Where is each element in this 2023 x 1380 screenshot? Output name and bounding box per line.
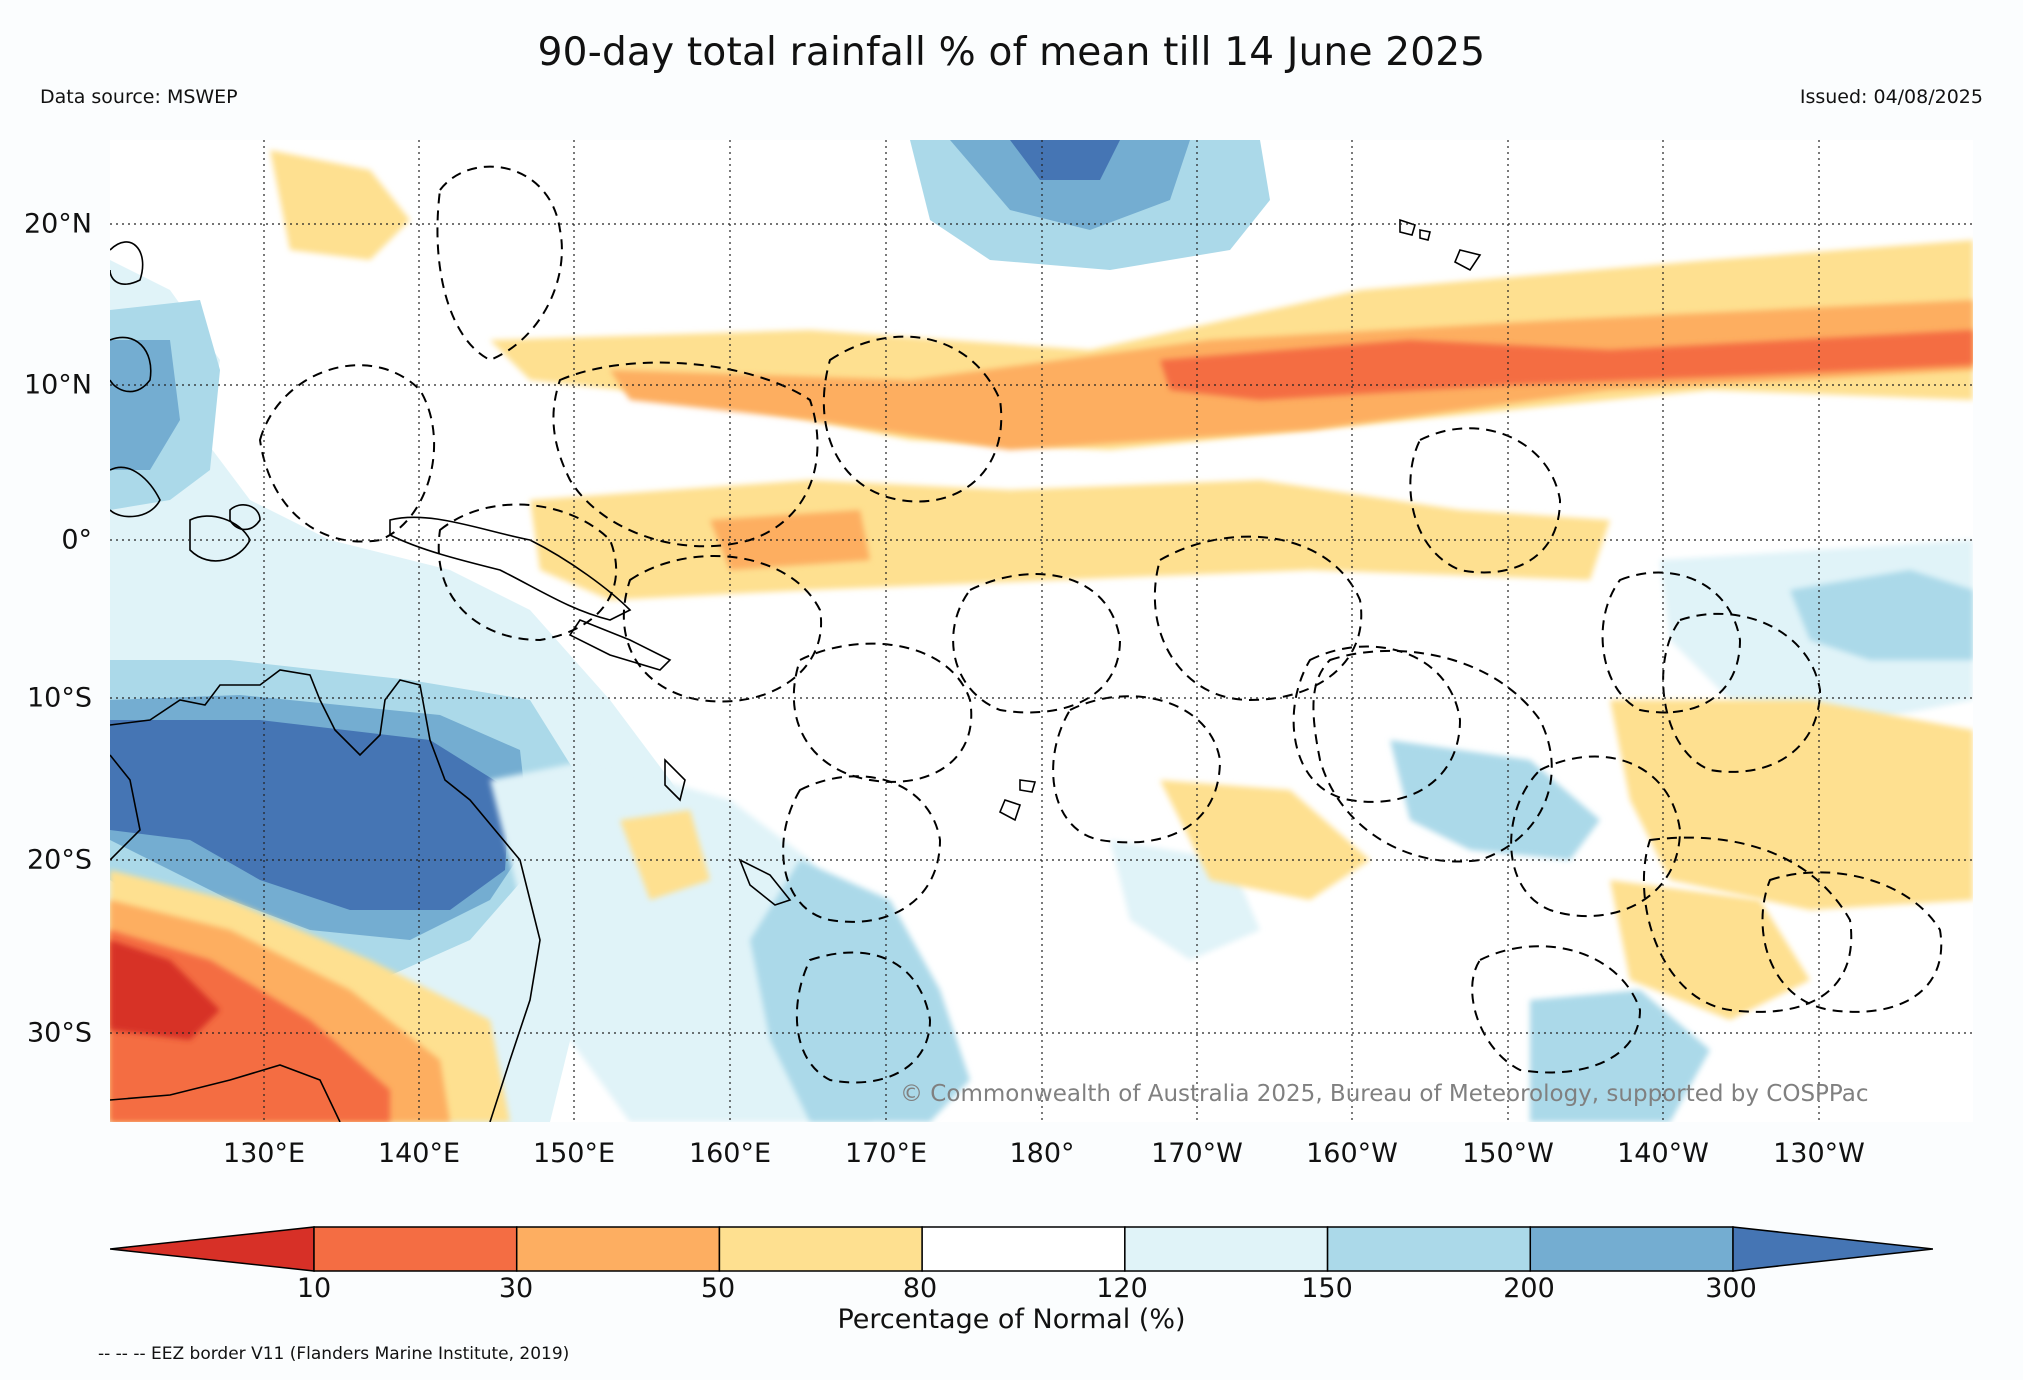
- lat-label-20n: 20°N: [23, 208, 92, 240]
- colorbar-tick: 50: [700, 1273, 736, 1304]
- dry-anomaly-regions: [110, 150, 1973, 1122]
- lat-label-30s: 30°S: [27, 1017, 92, 1049]
- colorbar-segment: [1326, 1226, 1532, 1272]
- lon-label-140e: 140°E: [377, 1138, 461, 1169]
- lat-label-20s: 20°S: [27, 844, 92, 876]
- graticule: [110, 140, 1973, 1122]
- lon-label-170e: 170°E: [844, 1138, 928, 1169]
- colorbar-tick: 150: [1301, 1273, 1353, 1304]
- lon-label-150w: 150°W: [1462, 1138, 1554, 1169]
- colorbar-segment: [515, 1226, 721, 1272]
- colorbar-tick: 30: [498, 1273, 534, 1304]
- colorbar-segments: [313, 1226, 1734, 1272]
- map-title: 90-day total rainfall % of mean till 14 …: [537, 30, 1486, 75]
- colorbar-segment: [1124, 1226, 1329, 1272]
- lon-label-160e: 160°E: [688, 1138, 772, 1169]
- rainfall-map: [110, 140, 1973, 1122]
- colorbar-segment: [1529, 1226, 1734, 1272]
- colorbar-segment: [921, 1226, 1126, 1272]
- colorbar-tick: 300: [1705, 1273, 1757, 1304]
- coastlines: [110, 218, 1482, 1122]
- rainfall-map-canvas: [110, 140, 1973, 1122]
- colorbar-tick: 120: [1096, 1273, 1148, 1304]
- lat-label-0: 0°: [61, 524, 92, 556]
- data-source: Data source: MSWEP: [40, 86, 238, 108]
- colorbar-extend-high: [1732, 1226, 1933, 1272]
- lon-label-160w: 160°W: [1306, 1138, 1398, 1169]
- colorbar: [110, 1226, 1933, 1272]
- colorbar-segment: [313, 1226, 518, 1272]
- colorbar-extend-low: [110, 1226, 315, 1272]
- copyright-notice: © Commonwealth of Australia 2025, Bureau…: [900, 1081, 1869, 1107]
- lon-label-180: 180°: [1009, 1138, 1075, 1169]
- eez-borders: [258, 165, 1943, 1084]
- colorbar-label: Percentage of Normal (%): [837, 1304, 1186, 1335]
- colorbar-tick: 200: [1503, 1273, 1555, 1304]
- colorbar-tick: 10: [296, 1273, 332, 1304]
- eez-border-note: -- -- -- EEZ border V11 (Flanders Marine…: [98, 1344, 570, 1364]
- lat-label-10n: 10°N: [23, 369, 92, 401]
- lon-label-150e: 150°E: [532, 1138, 616, 1169]
- lon-label-130w: 130°W: [1773, 1138, 1865, 1169]
- issued-date: Issued: 04/08/2025: [1799, 86, 1983, 108]
- lat-label-10s: 10°S: [27, 682, 92, 714]
- colorbar-tick: 80: [902, 1273, 938, 1304]
- colorbar-segment: [718, 1226, 923, 1272]
- lon-label-170w: 170°W: [1151, 1138, 1243, 1169]
- lon-label-130e: 130°E: [222, 1138, 306, 1169]
- lon-label-140w: 140°W: [1617, 1138, 1709, 1169]
